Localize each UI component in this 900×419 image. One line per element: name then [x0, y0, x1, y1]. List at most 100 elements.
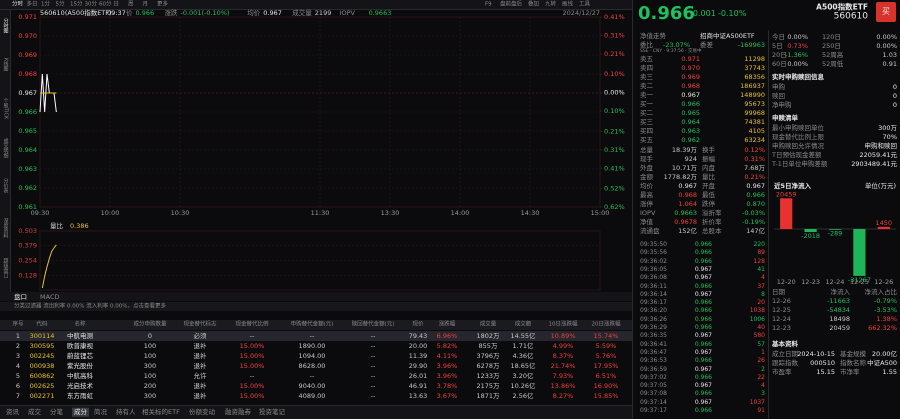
stat-value: 0.31%: [744, 154, 765, 163]
bottom-tab[interactable]: 成交: [28, 407, 41, 416]
period-return: 1.03: [882, 50, 897, 59]
side-tab[interactable]: 超级盘口: [2, 258, 9, 278]
stat-value: 7.68万: [744, 163, 765, 172]
stat-label: 折价率: [702, 217, 722, 226]
sub-tab[interactable]: 盘口: [14, 292, 27, 301]
stat-label: 开盘: [702, 181, 715, 190]
tick-time: 09:36:29: [640, 324, 667, 331]
sub-tab[interactable]: MACD: [40, 292, 60, 301]
table-cell: 10.89%: [550, 331, 576, 340]
tick-time: 09:36:26: [640, 315, 667, 323]
table-cell: 中航电测: [67, 331, 93, 340]
table-cell: 10.26亿: [510, 381, 536, 390]
field-value: 申购和赎回: [864, 141, 898, 150]
period-tab[interactable]: 60分: [99, 0, 112, 7]
column-header[interactable]: 成交额: [514, 321, 532, 328]
bottom-tab[interactable]: 资讯: [6, 407, 19, 416]
table-cell: 3.67%: [436, 391, 458, 400]
table-cell: 退补: [193, 361, 207, 370]
tool-button[interactable]: 画线: [562, 0, 574, 7]
order-level: 买三: [640, 117, 653, 126]
column-header[interactable]: 成交量: [479, 321, 497, 328]
tool-button[interactable]: 盘前盘后: [500, 0, 523, 7]
period-tab[interactable]: 1分: [41, 0, 50, 7]
table-cell: --: [249, 331, 255, 340]
bottom-tab[interactable]: 融资融券: [225, 407, 251, 416]
stat-label: 净值: [640, 217, 653, 226]
field-value: 2024-10-15: [797, 349, 835, 358]
column-header[interactable]: 涨跌幅: [438, 321, 456, 328]
bar-value-label: 20459: [776, 190, 797, 198]
period-tab[interactable]: 更多: [157, 0, 169, 7]
selected-row: [0, 331, 632, 341]
tool-button[interactable]: F9: [485, 0, 492, 7]
bottom-tab[interactable]: 投资笔记: [259, 407, 285, 416]
side-tab[interactable]: K线图: [2, 58, 9, 72]
table-cell: 18498: [829, 314, 850, 323]
period-tab[interactable]: 周: [128, 0, 134, 7]
tick-volume: 4: [761, 382, 765, 390]
period-tab[interactable]: 15分: [70, 0, 83, 7]
period-tab[interactable]: 分时: [12, 0, 24, 7]
column-header[interactable]: 10日涨跌幅: [548, 321, 578, 328]
table-cell: -3.53%: [874, 305, 897, 314]
table-cell: 6278万: [476, 361, 500, 370]
bottom-tab[interactable]: 成分: [72, 407, 89, 417]
field-value: 0: [892, 82, 897, 91]
column-header[interactable]: 申购替代金额(元): [290, 321, 334, 328]
tick-time: 09:36:35: [640, 332, 667, 340]
side-tab[interactable]: 成交明细: [2, 138, 9, 158]
side-tab[interactable]: 分价表: [2, 178, 9, 193]
bottom-tab[interactable]: 简况: [94, 407, 107, 416]
x-tick-label: 12-25: [850, 278, 869, 286]
bottom-tab[interactable]: 分笔: [50, 407, 63, 416]
stat-label: 换手: [702, 145, 715, 154]
stat-value: -0.19%: [742, 217, 765, 226]
tick-price: 0.966: [694, 324, 712, 331]
buy-button-bg[interactable]: [876, 2, 896, 22]
period-tab[interactable]: 月: [142, 0, 149, 7]
column-header[interactable]: 名称: [74, 321, 86, 328]
stat-value: 0.967: [746, 181, 765, 190]
table-cell: 11.39: [408, 351, 428, 360]
period-tab[interactable]: 5分: [55, 0, 65, 7]
table-cell: 3: [15, 351, 21, 360]
tool-button[interactable]: 工具: [579, 0, 591, 7]
side-tab[interactable]: 深度资料: [2, 218, 9, 238]
period-tab[interactable]: 日: [113, 0, 120, 7]
bottom-tab[interactable]: 持有人: [116, 407, 136, 416]
table-cell: 46.91: [408, 381, 428, 390]
order-volume: 63234: [744, 135, 765, 144]
side-tab[interactable]: 个股TICK: [2, 98, 9, 120]
tool-button[interactable]: 九转: [545, 0, 557, 7]
bottom-tab[interactable]: 份额变动: [189, 407, 215, 416]
period-tab[interactable]: 多日: [26, 0, 38, 7]
tick-time: 09:35:50: [640, 241, 667, 248]
field-label: 市盈率: [772, 367, 792, 376]
column-header[interactable]: 赎回替代金额(元): [351, 321, 395, 328]
tool-button[interactable]: 叠加: [528, 0, 540, 7]
stat-value: 10.71万: [671, 163, 697, 172]
column-header[interactable]: 成分申购数量: [133, 321, 167, 328]
column-header[interactable]: 代码: [36, 321, 48, 328]
table-cell: 1871万: [476, 391, 500, 400]
table-cell: 欧普康视: [67, 341, 93, 350]
stat-label: 现手: [640, 154, 653, 163]
tick-volume: 37: [757, 282, 765, 290]
column-header[interactable]: 序号: [12, 321, 24, 328]
order-price: 0.962: [681, 135, 700, 144]
stat-value: 152亿: [678, 226, 697, 235]
bottom-tab[interactable]: 相关标的ETF: [142, 407, 180, 416]
tick-time: 09:36:02: [640, 257, 667, 265]
period-tab[interactable]: 30分: [84, 0, 98, 7]
table-cell: 5: [15, 371, 21, 380]
stat-label: 跌停: [702, 199, 715, 208]
side-tab[interactable]: 分时图: [2, 18, 9, 33]
buy-button[interactable]: 买: [882, 7, 890, 16]
column-header[interactable]: 20日涨跌幅: [591, 321, 621, 328]
column-header[interactable]: 现价: [412, 321, 424, 328]
tick-volume: 1037: [749, 398, 765, 406]
column-header[interactable]: 现金替代标志: [183, 321, 217, 328]
column-header[interactable]: 现金替代比例: [235, 321, 269, 328]
stat-value: 1.064: [678, 199, 697, 208]
